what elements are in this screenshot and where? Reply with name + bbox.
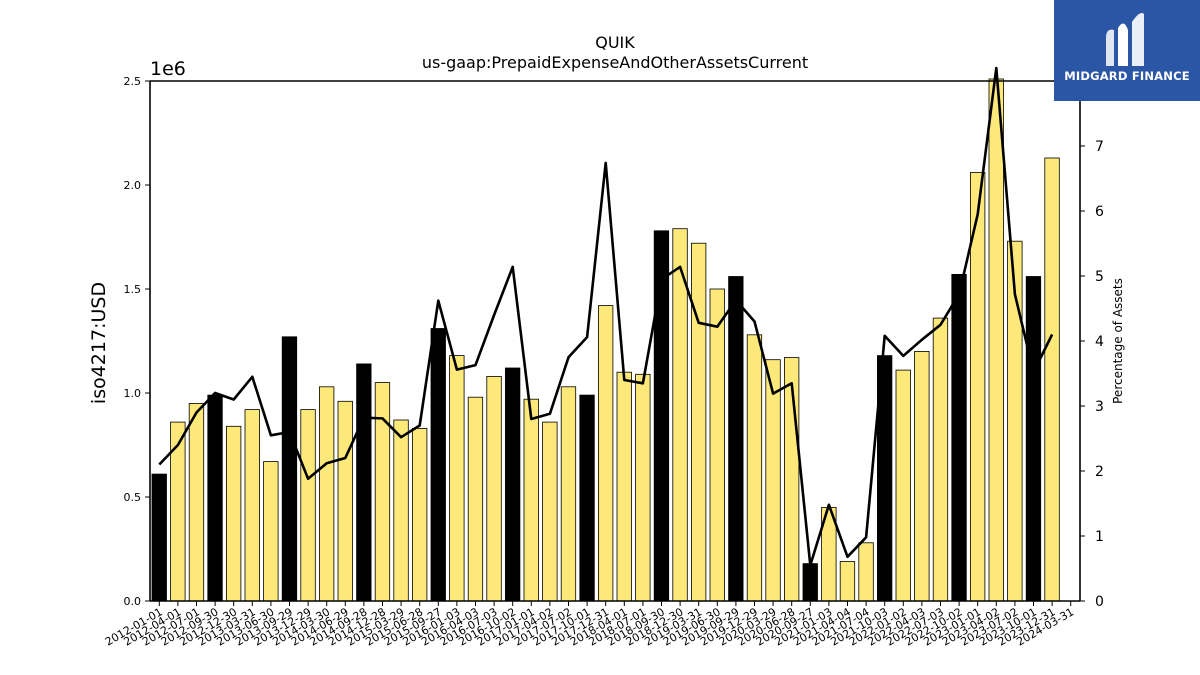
bar bbox=[709, 288, 725, 602]
bar bbox=[523, 398, 539, 602]
bar bbox=[411, 427, 428, 602]
bar bbox=[207, 394, 223, 602]
logo-mark-icon bbox=[1106, 13, 1144, 67]
y-tick-label: 1.0 bbox=[124, 387, 142, 400]
bar bbox=[374, 382, 391, 602]
bar bbox=[318, 386, 335, 602]
bar bbox=[560, 386, 577, 602]
midgard-finance-logo: MIDGARD FINANCE bbox=[1054, 0, 1200, 101]
bar bbox=[616, 371, 632, 602]
chart-title: QUIK bbox=[595, 33, 635, 52]
bar bbox=[151, 473, 167, 602]
bar bbox=[467, 396, 484, 602]
y-tick-label: 0.5 bbox=[124, 491, 142, 504]
bar bbox=[802, 563, 818, 602]
bar bbox=[337, 400, 353, 602]
bar bbox=[188, 402, 205, 602]
bar bbox=[691, 242, 707, 602]
bar bbox=[858, 542, 874, 602]
y-tick-label: 2.0 bbox=[124, 179, 142, 192]
bar bbox=[988, 78, 1004, 602]
bar bbox=[449, 355, 465, 602]
bar bbox=[579, 394, 595, 602]
y-offset-label: 1e6 bbox=[150, 58, 186, 80]
y-tick-label: 2.5 bbox=[124, 75, 142, 88]
y2-tick-label: 5 bbox=[1095, 269, 1104, 285]
line-series bbox=[158, 66, 1054, 567]
y-tick-label: 1.5 bbox=[124, 283, 142, 296]
y2-tick-label: 3 bbox=[1095, 399, 1104, 415]
y-axis-label: iso4217:USD bbox=[88, 282, 110, 404]
ticks: 0.00.51.01.52.02.5012345672012-01-012012… bbox=[103, 75, 1104, 649]
y2-tick-label: 0 bbox=[1095, 594, 1104, 610]
bar bbox=[504, 367, 521, 602]
bar bbox=[914, 350, 930, 602]
bar bbox=[300, 409, 316, 602]
y2-tick-label: 2 bbox=[1095, 464, 1104, 480]
bar bbox=[598, 305, 614, 602]
bar bbox=[895, 369, 911, 602]
y2-axis-label: Percentage of Assets bbox=[1111, 278, 1125, 404]
bar bbox=[225, 425, 242, 602]
y2-tick-label: 7 bbox=[1095, 139, 1104, 155]
y2-tick-label: 6 bbox=[1095, 204, 1104, 220]
bar bbox=[951, 273, 967, 602]
bar bbox=[932, 317, 949, 602]
bar bbox=[281, 336, 298, 602]
bar bbox=[393, 419, 409, 602]
y2-tick-label: 1 bbox=[1095, 529, 1104, 545]
bar bbox=[1025, 276, 1042, 602]
bar bbox=[486, 375, 502, 602]
y2-tick-label: 4 bbox=[1095, 334, 1104, 350]
bar bbox=[839, 561, 856, 602]
bar bbox=[244, 409, 260, 602]
bar bbox=[263, 461, 279, 602]
chart-subtitle: us-gaap:PrepaidExpenseAndOtherAssetsCurr… bbox=[422, 53, 808, 72]
bar bbox=[746, 334, 763, 602]
y-tick-label: 0.0 bbox=[124, 595, 142, 608]
bar bbox=[635, 373, 651, 602]
bar bbox=[542, 421, 558, 602]
bar bbox=[765, 359, 781, 602]
percentage-line bbox=[158, 66, 1054, 567]
bar bbox=[356, 363, 372, 602]
logo-text: MIDGARD FINANCE bbox=[1064, 69, 1190, 83]
bar bbox=[1044, 157, 1060, 602]
bar bbox=[430, 328, 446, 602]
bar bbox=[728, 276, 744, 602]
